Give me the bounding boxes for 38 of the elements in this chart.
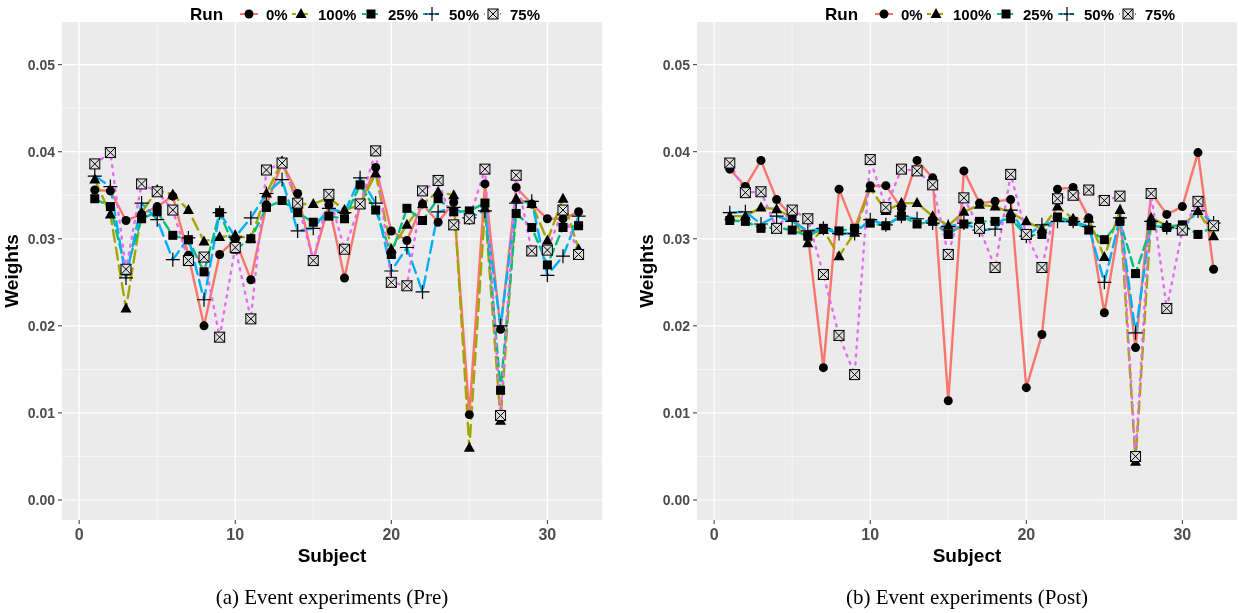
text: (a) Event experiments (Pre) — [215, 585, 449, 609]
y-tick-label: 0.05 — [662, 56, 691, 73]
x-tick-label: 30 — [538, 526, 557, 543]
legend-label: 100% — [953, 6, 992, 23]
legend-label: 75% — [510, 6, 541, 23]
text: (b) Event experiments (Post) — [845, 585, 1089, 609]
legend-label: 75% — [1145, 6, 1176, 23]
legend-title: Run — [825, 5, 859, 24]
y-axis-title: Weights — [1, 234, 22, 308]
y-tick-label: 0.00 — [27, 491, 56, 508]
legend-label: 50% — [1084, 6, 1115, 23]
legend-label: 0% — [266, 6, 288, 23]
legend-label: 100% — [318, 6, 357, 23]
x-tick-label: 0 — [709, 526, 719, 543]
x-tick-label: 20 — [382, 526, 401, 543]
y-tick-label: 0.03 — [662, 230, 691, 247]
x-axis-title: Subject — [297, 545, 367, 566]
x-axis-title: Subject — [932, 545, 1002, 566]
y-tick-label: 0.00 — [662, 491, 691, 508]
legend-title: Run — [190, 5, 224, 24]
legend-label: 25% — [1023, 6, 1054, 23]
y-tick-label: 0.01 — [662, 404, 691, 421]
x-tick-label: 20 — [1017, 526, 1036, 543]
y-tick-label: 0.04 — [662, 143, 691, 160]
x-tick-label: 0 — [74, 526, 84, 543]
x-tick-label: 30 — [1173, 526, 1192, 543]
y-axis-title: Weights — [636, 234, 657, 308]
y-tick-label: 0.02 — [27, 317, 56, 334]
y-tick-label: 0.03 — [27, 230, 56, 247]
y-tick-label: 0.02 — [662, 317, 691, 334]
legend-label: 50% — [449, 6, 480, 23]
legend-label: 0% — [901, 6, 923, 23]
x-tick-label: 10 — [861, 526, 880, 543]
y-tick-label: 0.01 — [27, 404, 56, 421]
x-tick-label: 10 — [226, 526, 245, 543]
y-tick-label: 0.04 — [27, 143, 56, 160]
legend-label: 25% — [388, 6, 419, 23]
y-tick-label: 0.05 — [27, 56, 56, 73]
